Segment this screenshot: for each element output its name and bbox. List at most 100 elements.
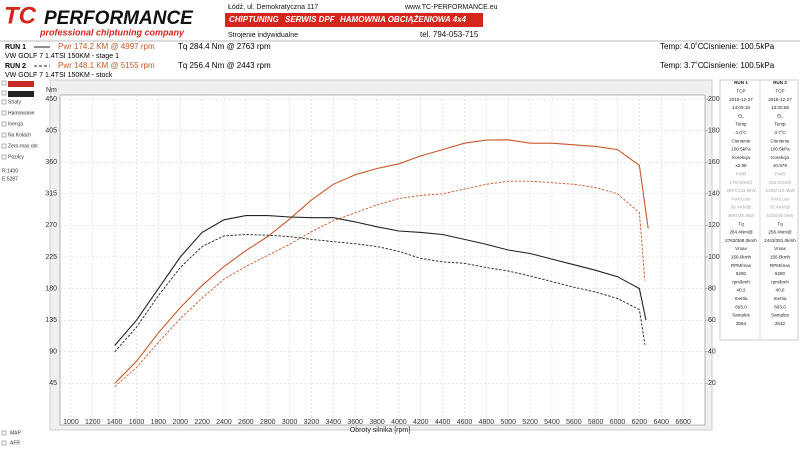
info-text: Cisnienie xyxy=(771,138,790,143)
info-text: TCP xyxy=(775,89,784,94)
logo-tagline: professional chiptuning company xyxy=(39,27,185,37)
info-text: 6280 xyxy=(736,271,747,276)
y2-tick-label: 60 xyxy=(708,317,716,324)
x-tick-label: 2400 xyxy=(216,419,232,426)
info-text: Pwr/Loss xyxy=(732,196,752,201)
x-tick-label: 2600 xyxy=(238,419,254,426)
x-tick-label: 6000 xyxy=(610,419,626,426)
website: www.TC-PERFORMANCE.eu xyxy=(404,4,498,11)
x-tick-label: 1600 xyxy=(129,419,145,426)
info-text: Cisnienie xyxy=(732,138,751,143)
x-tick-label: 3800 xyxy=(369,419,385,426)
info-text: 40.2 xyxy=(737,288,746,293)
info-text: 284.4Nm@ xyxy=(729,230,753,235)
y-tick-label: 135 xyxy=(45,317,57,324)
y-tick-label: 90 xyxy=(49,349,57,356)
curve xyxy=(114,215,647,346)
x-tick-label: 3200 xyxy=(304,419,320,426)
y-tick-label: 180 xyxy=(45,285,57,292)
x-tick-label: 4400 xyxy=(435,419,451,426)
x-tick-label: 3400 xyxy=(326,419,342,426)
plot-area xyxy=(59,94,706,426)
sidebar-item: Na Kołach xyxy=(8,132,31,138)
sidebar-item: MAP xyxy=(10,430,22,436)
x-tick-label: 1000 xyxy=(63,419,79,426)
y2-tick-label: 100 xyxy=(708,254,720,261)
y-tick-label: 315 xyxy=(45,191,57,198)
info-text: 36.4KM@ xyxy=(731,205,752,210)
x-tick-label: 1800 xyxy=(151,419,167,426)
info-text: 100.5kPa xyxy=(731,147,751,152)
curve xyxy=(114,234,646,353)
banner-item: SERWIS DPF xyxy=(285,15,336,24)
x-tick-label: 5200 xyxy=(522,419,538,426)
info-text: Tq xyxy=(777,221,783,226)
address: Łódź, ul. Demokratyczna 117 xyxy=(228,4,318,11)
info-text: RPM/max xyxy=(731,263,752,268)
x-axis-label: Obroty silnika [rpm] xyxy=(350,427,410,434)
checkbox[interactable] xyxy=(1,121,7,127)
checkbox[interactable] xyxy=(1,110,7,116)
x-tick-label: 6600 xyxy=(675,419,691,426)
info-text: x0.979 xyxy=(773,163,787,168)
checkbox[interactable] xyxy=(1,154,7,160)
checkbox[interactable] xyxy=(1,132,7,138)
y2-tick-label: 160 xyxy=(708,159,720,166)
checkbox[interactable] xyxy=(1,99,7,105)
info-text: 156.0kmh xyxy=(731,255,752,260)
info-text: 14:09:15 xyxy=(732,105,750,110)
run-pressure: Cisnienie: 100.5kPa xyxy=(703,42,775,51)
x-tick-label: 3600 xyxy=(347,419,363,426)
info-text: 100.5kPa xyxy=(770,147,790,152)
info-text: x0.98 xyxy=(735,163,747,168)
x-tick-label: 6200 xyxy=(632,419,648,426)
run-power: Pwr 174.2 KM @ 4997 rpm xyxy=(58,42,155,51)
info-text: 35.4KM@ xyxy=(770,205,791,210)
info-text: 6280 xyxy=(775,271,786,276)
banner-item: HAMOWNIA OBCIĄŻENIOWA 4x4 xyxy=(340,15,467,24)
sidebar-item: Zero-max obr xyxy=(8,143,38,149)
info-text: Samples xyxy=(732,313,751,318)
info-text: Temp xyxy=(735,122,747,127)
checkbox[interactable] xyxy=(1,143,7,149)
sidebar-item: Hamowanie xyxy=(8,110,35,116)
checkbox[interactable] xyxy=(1,430,7,436)
sidebar-item: Inercja xyxy=(8,121,23,127)
x-tick-label: 6400 xyxy=(653,419,669,426)
info-text: PWR xyxy=(775,172,786,177)
info-text: Pwr/Loss xyxy=(771,196,791,201)
info-text: 13:30:58 xyxy=(771,105,789,110)
x-tick-label: 4600 xyxy=(457,419,473,426)
info-text: 603.0 xyxy=(774,304,786,309)
info-text: 603.0 xyxy=(735,304,747,309)
info-text: Inertia xyxy=(735,296,748,301)
checkbox[interactable] xyxy=(1,90,7,96)
y2-tick-label: 40 xyxy=(708,349,716,356)
info-text: 2542 xyxy=(775,321,786,326)
info-text: 5155/26.0kW xyxy=(766,213,794,218)
sidebar-note: R:1400 xyxy=(2,168,18,174)
y2-tick-label: 20 xyxy=(708,380,716,387)
y-tick-label: 45 xyxy=(49,380,57,387)
run-torque: Tq 284.4 Nm @ 2763 rpm xyxy=(178,42,271,51)
y-tick-label: 360 xyxy=(45,159,57,166)
info-text: EL xyxy=(738,113,744,118)
run-pressure: Cisnienie: 100.5kPa xyxy=(703,61,775,70)
run-name: RUN 1 xyxy=(5,44,26,51)
info-text: 2015-12-27 xyxy=(768,97,792,102)
checkbox[interactable] xyxy=(1,80,7,86)
x-tick-label: 4800 xyxy=(479,419,495,426)
info-text: PWR xyxy=(736,172,747,177)
info-text: 176.0KM@ xyxy=(729,180,752,185)
info-text: 4.0˚C xyxy=(735,129,747,135)
info-text: RUN 1 xyxy=(734,80,748,85)
x-tick-label: 2800 xyxy=(260,419,276,426)
run-car: VW GOLF 7 1.4TSI 150KM - stock xyxy=(5,72,113,79)
info-text: 5155/110.4kW xyxy=(765,188,795,193)
run-name: RUN 2 xyxy=(5,63,26,70)
sidebar-note: E:5287 xyxy=(2,176,18,182)
run-toggle xyxy=(8,81,34,87)
y-tick-label: 450 xyxy=(45,96,57,103)
info-text: 256.4Nm@ xyxy=(768,230,792,235)
checkbox[interactable] xyxy=(1,440,7,446)
